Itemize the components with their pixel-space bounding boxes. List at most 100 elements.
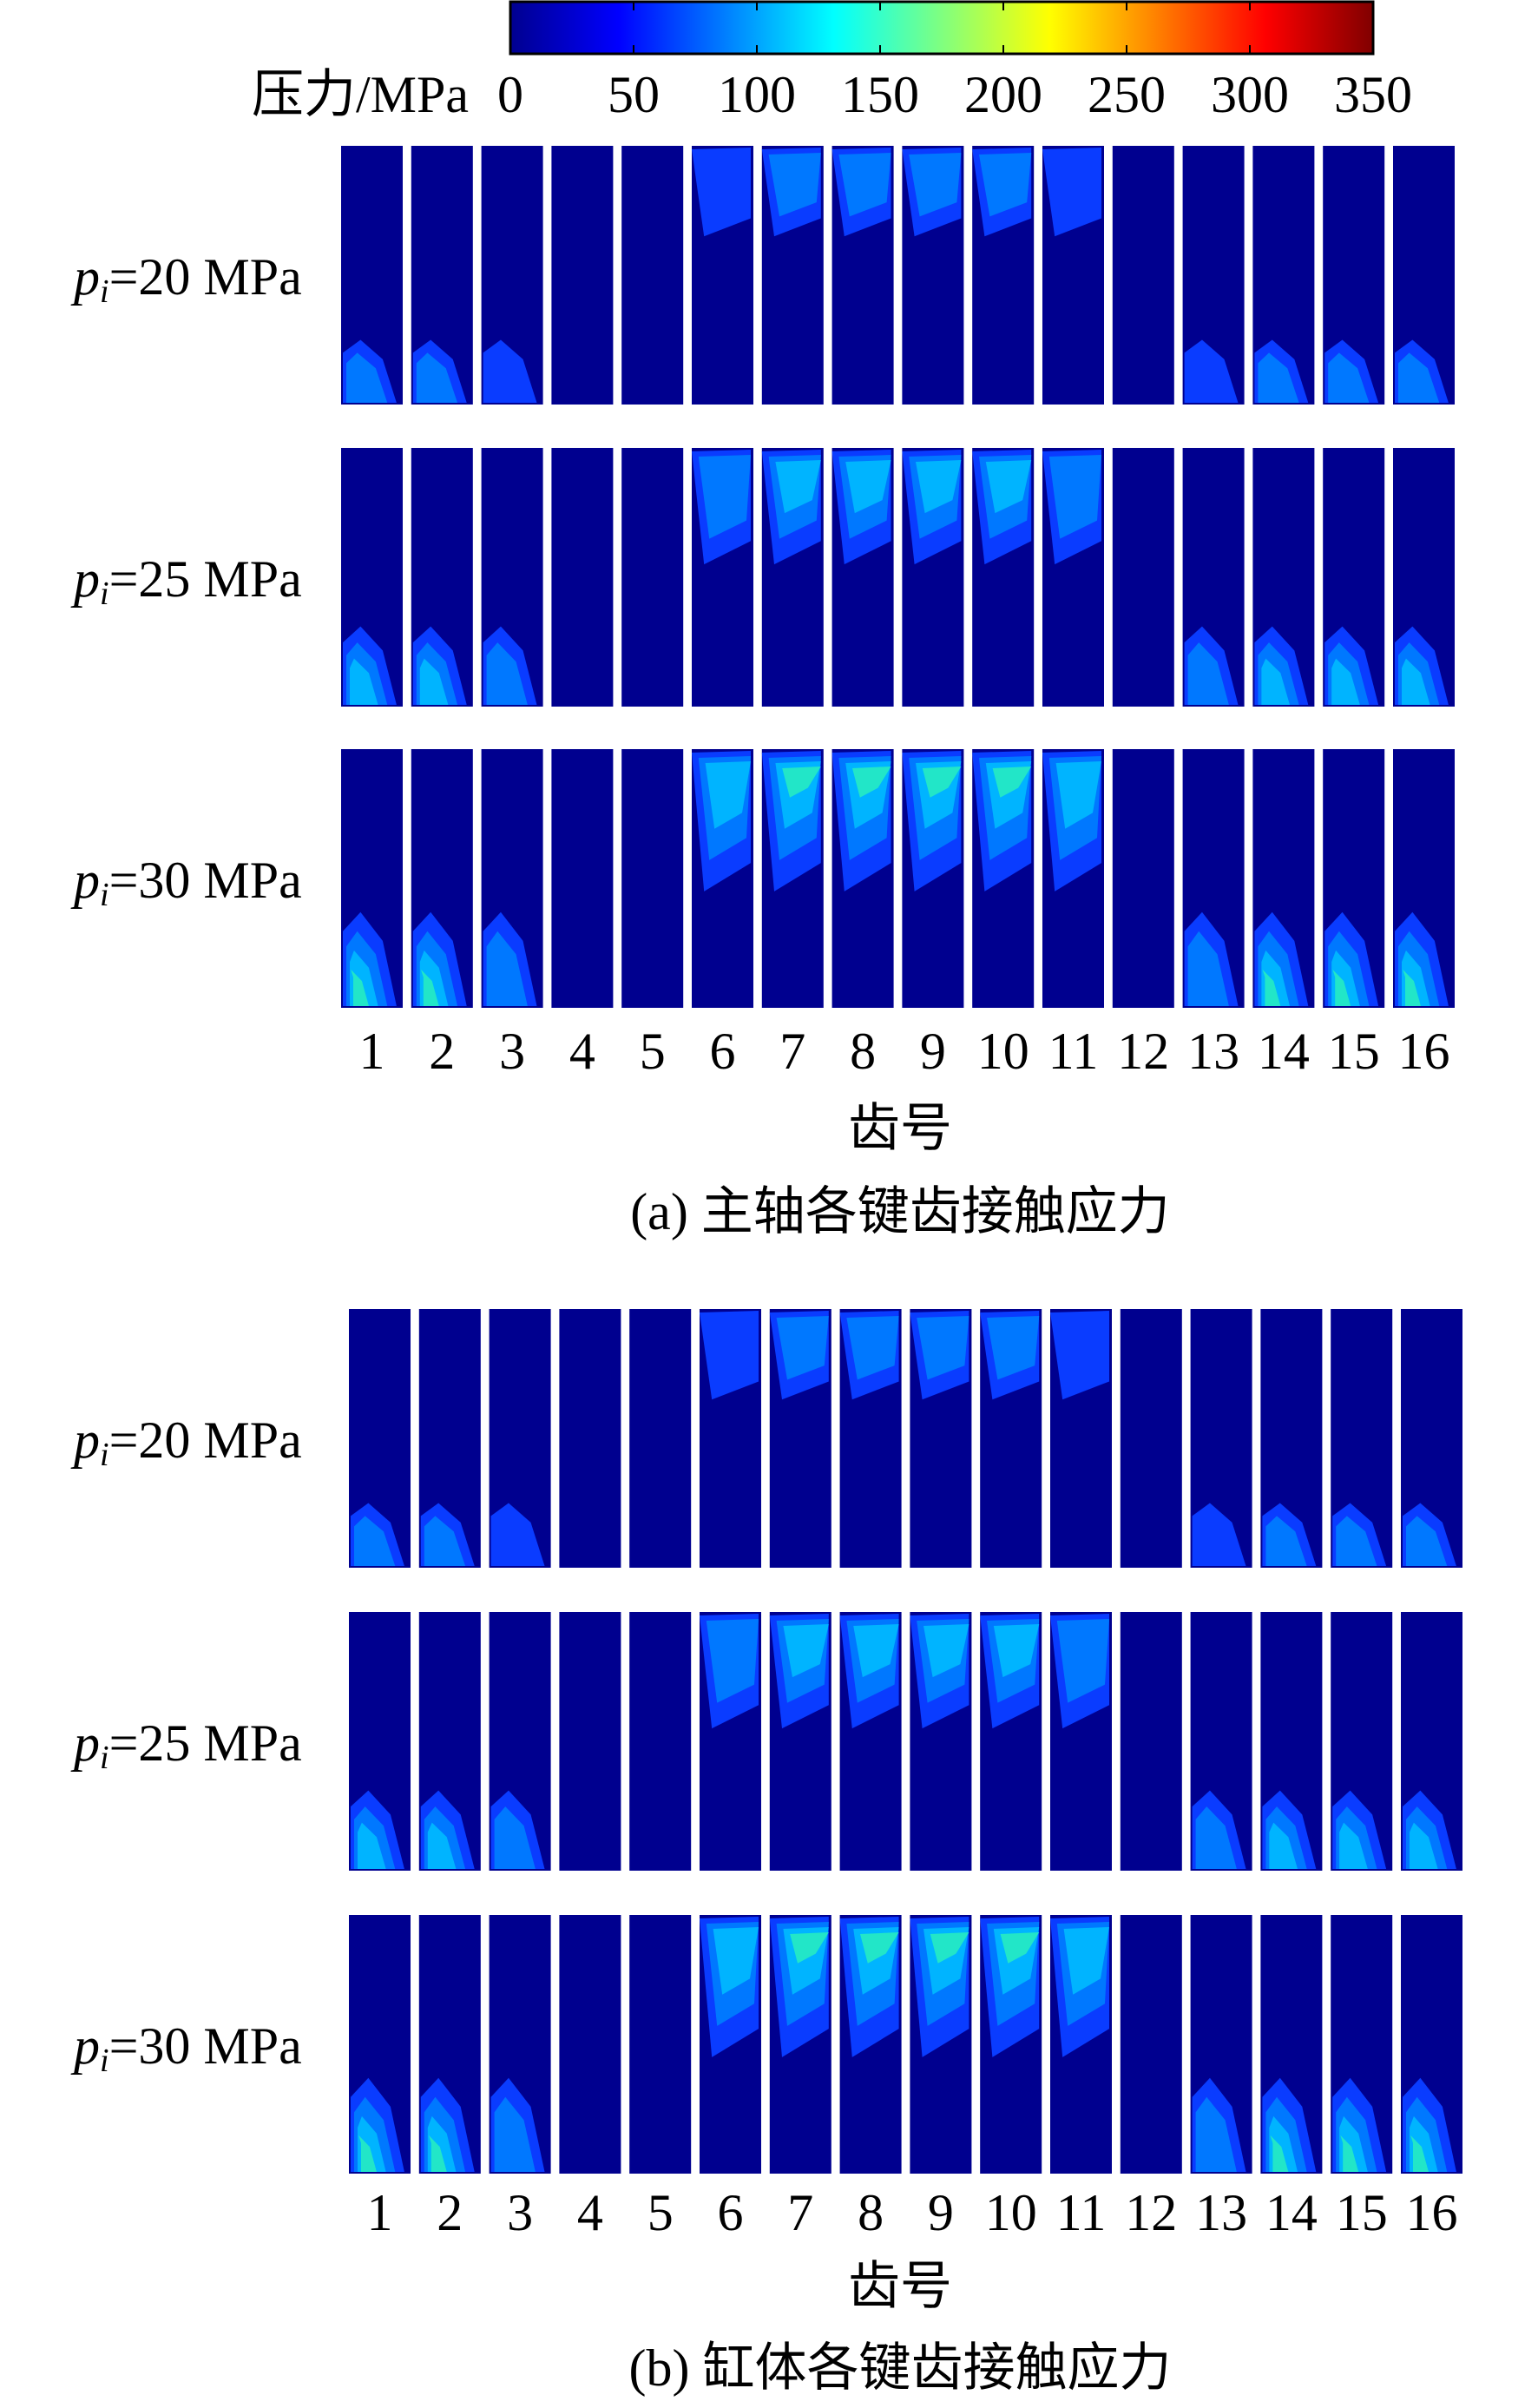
tooth-contour [1190,1612,1252,1871]
tooth-contour [1401,1915,1462,2174]
tooth-contour [559,1915,621,2174]
row-label-text: =30 MPa [109,2017,302,2075]
tooth-contour [621,448,684,707]
contour-level [979,153,1032,217]
contour-level [783,1624,829,1678]
tooth-contour [761,749,824,1008]
x-tick-label: 1 [359,1023,385,1080]
contour-level [1328,352,1370,403]
row-label-sub: i [100,2043,109,2079]
contour-level [1270,2135,1289,2172]
x-tick-label: 11 [1048,1023,1099,1080]
contour-level [692,148,751,237]
tooth-contour [769,1309,831,1568]
tooth-field [1112,749,1174,1008]
tooth-contour [559,1612,621,1871]
contour-level [486,931,528,1006]
contour-level [846,1316,899,1380]
row-label-var: p [70,852,100,909]
x-tick-label: 5 [647,2184,674,2241]
x-tick-label: 12 [1117,1023,1169,1080]
tooth-contour [769,1915,831,2174]
tooth-field [559,1309,621,1568]
tooth-contour [1050,1309,1112,1568]
tooth-field [621,146,684,405]
tooth-contour [629,1915,692,2174]
tooth-contour [1112,146,1174,405]
tooth-contour [1120,1915,1182,2174]
x-tick-label: 16 [1406,2184,1458,2241]
tooth-contour [1260,1309,1323,1568]
colorbar-tick-label: 250 [1088,66,1166,123]
tooth-contour [349,1612,411,1871]
tooth-contour [1323,749,1385,1008]
contour-level [775,460,821,514]
contour-level [782,766,821,798]
contour-level [992,766,1032,798]
tooth-field [1120,1612,1182,1871]
contour-level [1403,969,1421,1006]
contour-level [354,1516,396,1566]
colorbar-tick-label: 50 [608,66,660,123]
tooth-contour [1252,749,1315,1008]
contour-level [853,1624,899,1678]
tooth-field [1112,146,1174,405]
tooth-contour [831,749,894,1008]
contour-level [1187,642,1229,705]
contour-level [1332,969,1351,1006]
contour-level [424,1516,466,1566]
row-label: pi=30 MPa [70,2017,302,2079]
x-axis-label: 齿号 [848,2258,952,2315]
tooth-contour [972,749,1035,1008]
row-label-var: p [70,248,100,306]
contour-level [420,969,439,1006]
x-tick-label: 9 [920,1023,946,1080]
contour-level [930,1932,969,1964]
tooth-contour [349,1309,411,1568]
contour-level [860,1932,899,1964]
contour-level [351,969,369,1006]
tooth-contour [1050,1915,1112,2174]
tooth-contour [1252,146,1315,405]
tooth-contour [1042,749,1104,1008]
x-tick-label: 14 [1265,2184,1318,2241]
x-axis-label: 齿号 [848,1100,952,1157]
contour-level [427,1822,457,1869]
tooth-contour [910,1309,972,1568]
x-tick-label: 2 [437,2184,463,2241]
tooth-contour [418,1915,481,2174]
tooth-contour [1331,1309,1393,1568]
tooth-contour [489,1309,551,1568]
contour-level [419,658,449,705]
colorbar-label: 压力/MPa [252,66,469,123]
contour-level [1261,658,1290,705]
row-label: pi=30 MPa [70,852,302,913]
x-tick-label: 7 [787,2184,813,2241]
contour-level [1340,2135,1359,2172]
row-label: pi=20 MPa [70,1411,302,1473]
row-label: pi=25 MPa [70,550,302,612]
tooth-contour [831,146,894,405]
tooth-contour [1190,1309,1252,1568]
contour-level [768,153,821,217]
tooth-contour [769,1612,831,1871]
contour-level [838,153,891,217]
contour-level [1195,2096,1237,2172]
row-label-sub: i [100,1437,109,1473]
colorbar-tick-label: 350 [1334,66,1412,123]
tooth-contour [1182,146,1245,405]
tooth-contour [1182,448,1245,707]
x-tick-label: 7 [779,1023,805,1080]
row-label-text: =20 MPa [109,1411,302,1469]
tooth-contour [341,448,403,707]
tooth-contour [1112,749,1174,1008]
x-tick-label: 4 [569,1023,595,1080]
contour-level [1262,969,1281,1006]
tooth-contour [418,1612,481,1871]
contour-level [350,658,378,705]
tooth-field [1120,1309,1182,1568]
contour-level [483,339,537,403]
row-label-sub: i [100,877,109,913]
contour-level [706,1619,759,1703]
x-tick-label: 11 [1056,2184,1107,2241]
